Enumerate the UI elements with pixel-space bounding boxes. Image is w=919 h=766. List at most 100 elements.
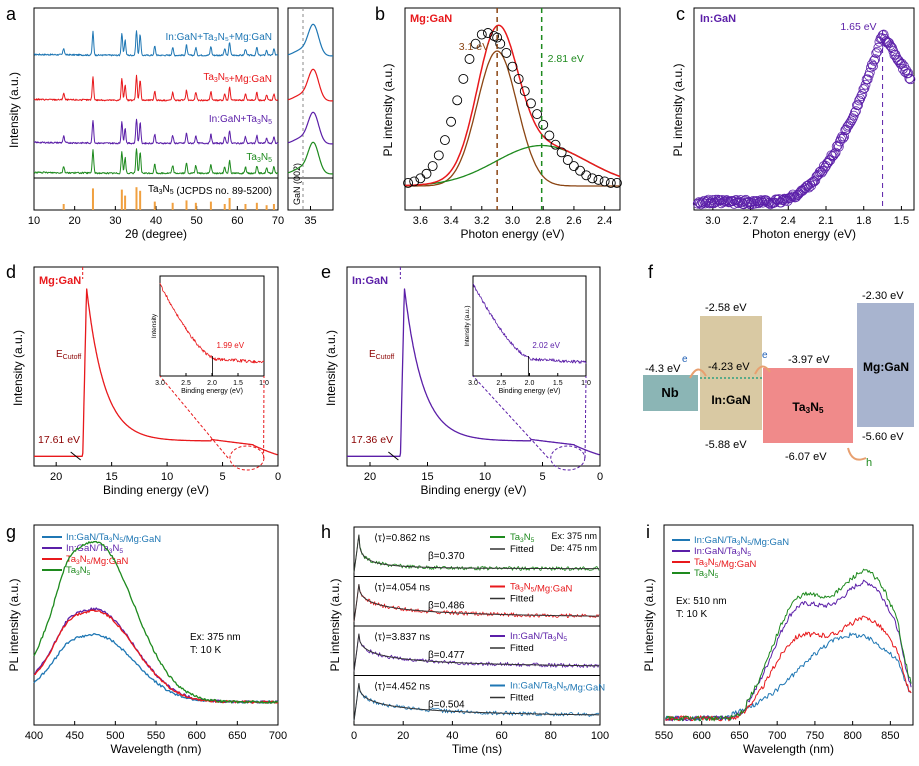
electron-transfer-arrow — [689, 368, 707, 379]
data-point — [860, 79, 871, 90]
data-point — [779, 193, 790, 204]
data-point — [476, 29, 487, 40]
legend-label: In:GaN/Ta3N5/Mg:GaN — [510, 681, 605, 694]
x-tick-label: 550 — [655, 730, 673, 742]
data-point — [525, 98, 536, 109]
zoom-line — [159, 375, 229, 459]
tau-label: ⟨τ⟩=0.862 ns — [374, 533, 430, 544]
inset-x-tick-label: 1.0 — [259, 380, 269, 387]
pl-spectrum-purple — [665, 579, 912, 722]
data-point — [854, 95, 865, 106]
pl-spectrum-blue — [33, 633, 279, 704]
condition-label: De: 475 nm — [550, 543, 597, 553]
data-point — [871, 48, 882, 59]
peak-label: 1.65 eV — [840, 21, 876, 33]
data-point — [446, 116, 457, 127]
data-point — [844, 118, 855, 129]
panel-letter-d: d — [6, 262, 16, 282]
x-axis-label: 2θ (degree) — [125, 227, 187, 241]
x-tick-label: 0 — [275, 471, 281, 483]
mggan-label: Mg:GaN — [863, 360, 909, 374]
ingan-label: In:GaN — [711, 393, 750, 407]
data-point — [556, 147, 567, 158]
data-point — [605, 177, 616, 188]
x-tick-label: 3.6 — [413, 215, 428, 227]
data-point — [538, 119, 549, 130]
data-point — [433, 150, 444, 161]
data-point — [587, 173, 598, 184]
data-point — [427, 161, 438, 172]
plot-frame-d — [33, 266, 279, 467]
legend-label: Ta3N5 — [694, 568, 719, 580]
data-point — [562, 155, 573, 165]
xrd-pattern-purple — [33, 118, 279, 145]
data-point — [758, 197, 768, 208]
data-point — [862, 74, 873, 85]
plot-frame-c — [693, 7, 915, 211]
legend-label: Ta3N5/Mg:GaN — [694, 557, 756, 570]
cutoff-arrow — [70, 451, 82, 461]
ta3n5-block — [763, 368, 853, 443]
condition-label: T: 10 K — [676, 609, 707, 620]
zoom-region — [550, 445, 586, 471]
y-axis-label: PL intensity (a.u.) — [7, 579, 21, 672]
inset-x-tick-label: 1.5 — [233, 380, 243, 387]
legend-label: Ta3N5/Mg:GaN — [510, 582, 572, 595]
peak-label: 3.1 eV — [459, 41, 489, 53]
x-tick-label: 20 — [397, 730, 409, 742]
data-point — [458, 73, 469, 84]
data-point — [903, 68, 914, 79]
inset-spectrum — [472, 283, 587, 364]
inset-peak-red — [287, 68, 334, 102]
ingan-fermi-level: -4.23 eV — [708, 361, 750, 373]
xrd-pattern-green — [33, 148, 279, 175]
data-point — [843, 120, 854, 131]
ta3n5-top-level: -3.97 eV — [788, 354, 830, 366]
ta3n5-label: Ta3N5 — [792, 400, 823, 415]
x-tick-label: 3.2 — [474, 215, 489, 227]
ingan-top-level: -2.58 eV — [705, 302, 747, 314]
x-tick-label: 2.7 — [743, 215, 758, 227]
x-tick-label: 700 — [768, 730, 786, 742]
y-axis-label: PL intensity (a.u.) — [328, 579, 342, 672]
inset-spectrum — [159, 282, 265, 364]
data-point — [885, 40, 896, 51]
x-tick-label: 3.0 — [505, 215, 520, 227]
data-point — [544, 130, 555, 141]
x-axis-label: Photon energy (eV) — [752, 227, 856, 241]
data-point — [489, 31, 500, 42]
inset-peak-green — [287, 141, 334, 175]
condition-label: T: 10 K — [190, 645, 221, 656]
data-point — [439, 135, 450, 146]
x-tick-label: 2.8 — [536, 215, 551, 227]
cutoff-value: 17.61 eV — [38, 434, 80, 446]
hole-transfer-arrow — [847, 447, 867, 461]
data-point — [421, 168, 432, 179]
decay-fit — [353, 584, 599, 623]
chart-title: Mg:GaN — [39, 275, 81, 287]
panel-letter-h: h — [321, 522, 331, 542]
ups-spectrum — [346, 288, 600, 457]
x-tick-label: 20 — [69, 215, 81, 227]
inset-peak-blue — [287, 23, 334, 57]
x-tick-label: 700 — [269, 730, 287, 742]
data-point — [550, 139, 561, 150]
inset-x-axis-label: Binding energy (eV) — [499, 388, 561, 395]
x-tick-label: 850 — [881, 730, 899, 742]
legend-label: Ta3N5 — [510, 532, 535, 544]
x-tick-label: 40 — [150, 215, 162, 227]
y-axis-label: PL intensity (a.u.) — [671, 64, 685, 157]
plot-frame-e — [346, 266, 601, 467]
data-point — [532, 109, 543, 120]
x-tick-label: 2.6 — [566, 215, 581, 227]
x-axis-label: Binding energy (eV) — [103, 483, 209, 497]
data-point — [820, 162, 830, 173]
x-tick-label: 70 — [272, 215, 284, 227]
data-point — [868, 61, 878, 71]
legend-label: In:GaN/Ta3N5 — [694, 546, 751, 558]
inset-frame — [472, 275, 587, 377]
reference-label: Ta3N5 (JCPDS no. 89-5200) — [148, 184, 272, 197]
inset-y-axis-label: Intensity (a.u.) — [464, 305, 471, 346]
x-tick-label: 2.4 — [781, 215, 796, 227]
inset-x-tick-label: 3.0 — [155, 380, 165, 387]
